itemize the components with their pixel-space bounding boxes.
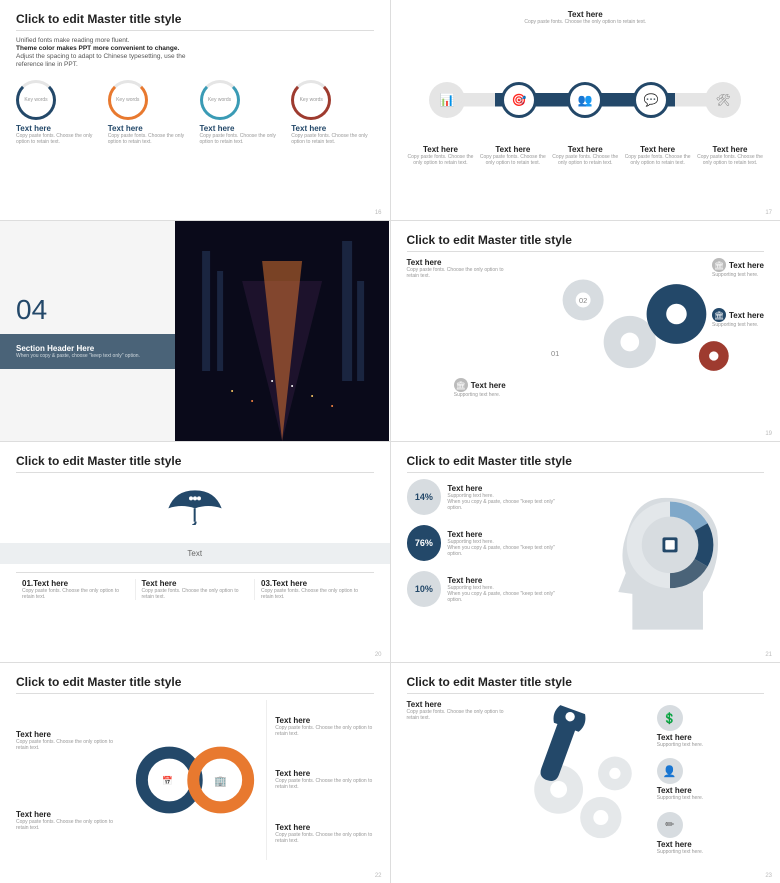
chart-icon: 📊 [429, 82, 465, 118]
dollar-icon: 💲 [657, 705, 683, 731]
slide-8: Click to edit Master title style Text he… [391, 663, 780, 883]
chat-icon: 💬 [633, 82, 669, 118]
slide1-intro: Unified fonts make reading more fluent. … [16, 37, 374, 68]
svg-text:🏢: 🏢 [214, 775, 227, 787]
svg-text:📅: 📅 [162, 775, 173, 785]
section-number: 04 [16, 294, 159, 326]
slide-grid: Click to edit Master title style Unified… [0, 0, 780, 883]
target-icon: 🎯 [501, 82, 537, 118]
head-donut-graphic [567, 479, 764, 641]
svg-text:02: 02 [579, 296, 587, 305]
slide-2: Text here Copy paste fonts. Choose the o… [391, 0, 780, 220]
wrench-gears-graphic [507, 700, 657, 860]
slide-1: Click to edit Master title style Unified… [0, 0, 390, 220]
slide-6: Click to edit Master title style 14%Text… [391, 442, 780, 662]
text-band: Text [0, 543, 390, 564]
tools-icon: 🛠 [705, 82, 741, 118]
bank-icon: 🏛 [454, 378, 468, 392]
umbrella-icon [155, 485, 235, 525]
slide-title: Click to edit Master title style [16, 12, 374, 31]
slide-5: Click to edit Master title style Text 01… [0, 442, 390, 662]
slide-7: Click to edit Master title style Text he… [0, 663, 390, 883]
user-icon: 👤 [657, 758, 683, 784]
city-night-image [175, 221, 389, 441]
slide-3: 04 Section Header Here When you copy & p… [0, 221, 390, 441]
connector-shape: 📊 🎯 👥 💬 🛠 [435, 75, 735, 125]
gears-diagram: 02 01 🏛Text here Supporting text here. 🏛… [514, 258, 764, 398]
slide-4: Click to edit Master title style Text he… [391, 221, 780, 441]
infinity-graphic: 📅 🏢 [123, 700, 266, 860]
bank-icon: 🏛 [712, 258, 726, 272]
slide1-rings: Key wordsText hereCopy paste fonts. Choo… [16, 80, 374, 145]
people-icon: 👥 [567, 82, 603, 118]
bank-icon: 🏛 [712, 308, 726, 322]
svg-text:01: 01 [551, 349, 559, 358]
pencil-icon: ✏ [657, 812, 683, 838]
page-number: 16 [375, 210, 382, 216]
